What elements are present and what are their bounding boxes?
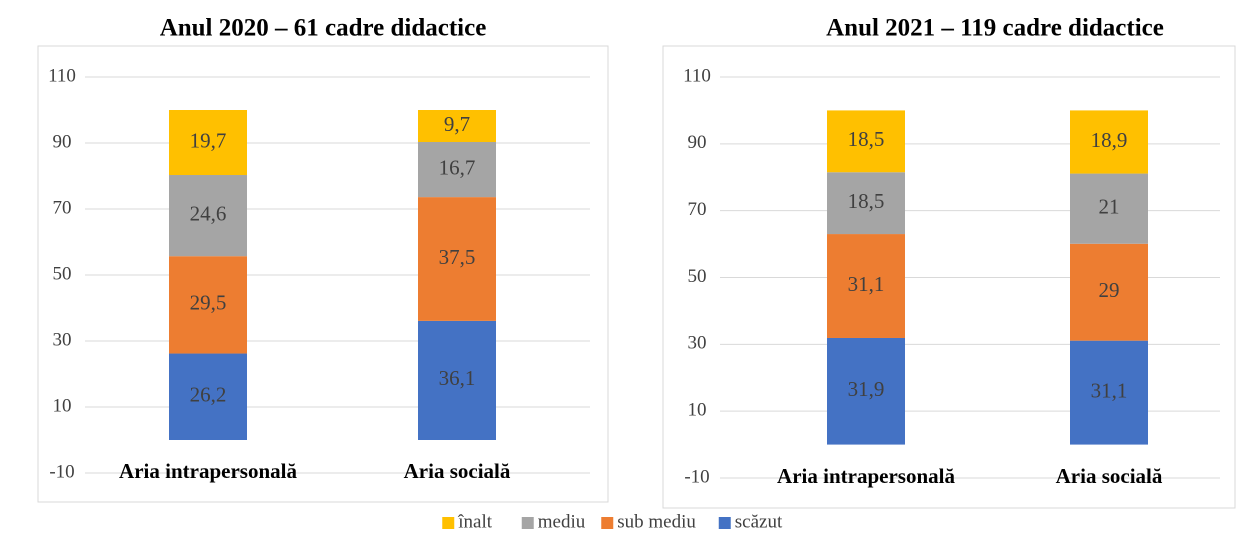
data-label: 29 <box>1099 278 1120 302</box>
y-tick-label: 50 <box>53 263 72 284</box>
bar-segment <box>418 142 496 198</box>
legend-swatch <box>718 517 731 529</box>
y-tick-label: 30 <box>688 333 707 354</box>
legend-label: sub mediu <box>617 511 696 532</box>
bar-segment <box>1070 110 1148 174</box>
data-label: 18,5 <box>848 127 885 151</box>
bar-segment <box>827 337 905 445</box>
y-tick-label: 90 <box>53 131 72 152</box>
x-tick-label: Aria socială <box>1056 464 1163 488</box>
bar-segment <box>169 256 247 354</box>
y-tick-label: 110 <box>683 65 711 86</box>
bar-segment <box>1070 243 1148 341</box>
bar-segment <box>827 172 905 235</box>
data-label: 21 <box>1099 194 1120 218</box>
y-tick-label: -10 <box>684 466 709 487</box>
chart-title: Anul 2021 – 119 cadre didactice <box>826 15 1164 42</box>
legend-label: scăzut <box>735 511 783 532</box>
y-tick-label: 90 <box>688 132 707 153</box>
data-label: 18,5 <box>848 189 885 213</box>
legend-label: mediu <box>538 511 586 532</box>
legend-swatch <box>601 517 614 529</box>
chart-frame <box>37 45 609 503</box>
data-label: 31,1 <box>1091 378 1128 402</box>
data-label: 18,9 <box>1091 128 1128 152</box>
data-label: 16,7 <box>439 155 476 179</box>
y-tick-label: 30 <box>53 329 72 350</box>
y-tick-label: 50 <box>688 266 707 287</box>
y-tick-label: 110 <box>48 65 76 86</box>
legend-swatch <box>521 517 534 529</box>
data-label: 29,5 <box>190 291 227 315</box>
x-tick-label: Aria socială <box>404 459 511 483</box>
chart-title: Anul 2020 – 61 cadre didactice <box>160 15 487 42</box>
y-tick-label: 10 <box>688 400 707 421</box>
data-label: 37,5 <box>439 245 476 269</box>
bar-segment <box>827 110 905 173</box>
data-label: 9,7 <box>444 112 470 136</box>
bar-segment <box>1070 173 1148 244</box>
legend-swatch <box>442 517 455 529</box>
data-label: 31,9 <box>848 377 885 401</box>
bar-segment <box>169 175 247 257</box>
x-tick-label: Aria intrapersonală <box>119 459 297 483</box>
y-tick-label: 70 <box>688 199 707 220</box>
y-tick-label: 70 <box>53 197 72 218</box>
bar-segment <box>827 234 905 338</box>
x-tick-label: Aria intrapersonală <box>777 464 955 488</box>
chart-frame <box>662 45 1236 509</box>
bar-segment <box>1070 340 1148 445</box>
legend-label: înalt <box>457 511 492 532</box>
bar-segment <box>169 353 247 440</box>
bar-segment <box>169 110 247 176</box>
data-label: 31,1 <box>848 272 885 296</box>
y-tick-label: -10 <box>49 461 74 482</box>
data-label: 26,2 <box>190 383 227 407</box>
bar-segment <box>418 110 496 143</box>
bar-segment <box>418 197 496 321</box>
data-label: 36,1 <box>439 366 476 390</box>
data-label: 19,7 <box>190 128 227 152</box>
data-label: 24,6 <box>190 201 227 225</box>
y-tick-label: 10 <box>53 395 72 416</box>
bar-segment <box>418 320 496 440</box>
